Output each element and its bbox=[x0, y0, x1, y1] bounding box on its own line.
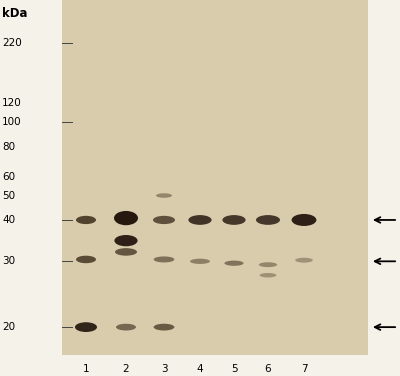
Ellipse shape bbox=[153, 216, 175, 224]
Text: kDa: kDa bbox=[2, 7, 28, 20]
Ellipse shape bbox=[190, 259, 210, 264]
Ellipse shape bbox=[114, 211, 138, 225]
Text: 3: 3 bbox=[161, 364, 167, 374]
Text: 20: 20 bbox=[2, 322, 15, 332]
Ellipse shape bbox=[295, 258, 313, 263]
Ellipse shape bbox=[188, 215, 212, 225]
Ellipse shape bbox=[259, 262, 277, 267]
Ellipse shape bbox=[222, 215, 246, 225]
Ellipse shape bbox=[154, 324, 174, 331]
Ellipse shape bbox=[156, 193, 172, 198]
Text: 6: 6 bbox=[265, 364, 271, 374]
Ellipse shape bbox=[76, 216, 96, 224]
Text: 1: 1 bbox=[83, 364, 89, 374]
Text: 120: 120 bbox=[2, 99, 22, 108]
Ellipse shape bbox=[114, 235, 138, 246]
Text: 220: 220 bbox=[2, 38, 22, 48]
Ellipse shape bbox=[256, 215, 280, 225]
Text: 80: 80 bbox=[2, 142, 15, 152]
Text: 40: 40 bbox=[2, 215, 15, 225]
Ellipse shape bbox=[76, 256, 96, 263]
Text: 7: 7 bbox=[301, 364, 307, 374]
Ellipse shape bbox=[154, 256, 174, 262]
Text: 100: 100 bbox=[2, 117, 22, 127]
Text: 2: 2 bbox=[123, 364, 129, 374]
Ellipse shape bbox=[116, 324, 136, 331]
Text: 50: 50 bbox=[2, 191, 15, 200]
Ellipse shape bbox=[75, 322, 97, 332]
Ellipse shape bbox=[224, 261, 244, 266]
Text: 4: 4 bbox=[197, 364, 203, 374]
Text: 5: 5 bbox=[231, 364, 237, 374]
Text: 60: 60 bbox=[2, 172, 15, 182]
Bar bbox=[0, 0, 62, 376]
Ellipse shape bbox=[292, 214, 316, 226]
Text: 30: 30 bbox=[2, 256, 15, 266]
Ellipse shape bbox=[115, 248, 137, 256]
Bar bbox=[62, 0, 368, 355]
Ellipse shape bbox=[260, 273, 276, 277]
